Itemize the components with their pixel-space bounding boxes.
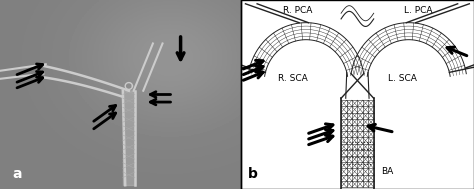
Text: a: a xyxy=(12,167,21,181)
Text: R. SCA: R. SCA xyxy=(278,74,308,83)
Text: R. PCA: R. PCA xyxy=(283,6,312,15)
Text: BA: BA xyxy=(381,167,393,176)
Text: L. PCA: L. PCA xyxy=(404,6,433,15)
Text: L. SCA: L. SCA xyxy=(388,74,417,83)
Text: b: b xyxy=(248,167,258,181)
